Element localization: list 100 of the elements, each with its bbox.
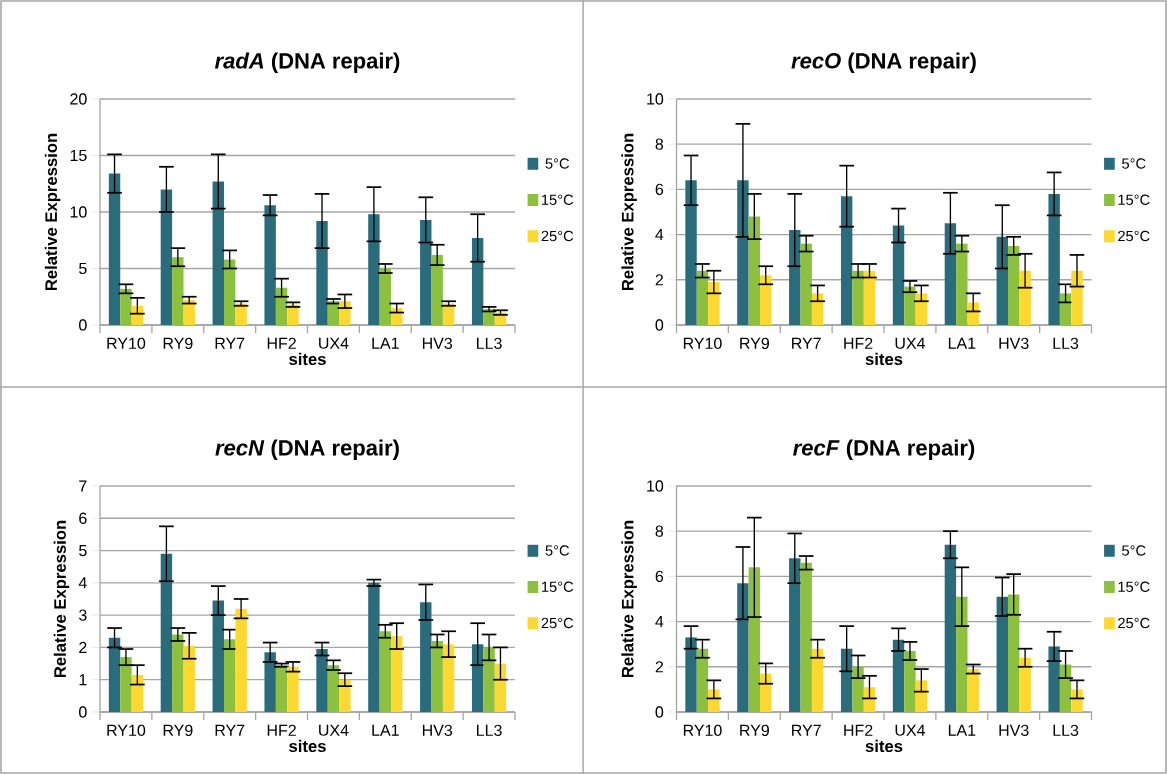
x-tick-label: RY10 bbox=[683, 337, 722, 350]
x-tick-label: RY9 bbox=[740, 337, 769, 350]
bar bbox=[223, 259, 236, 325]
bar bbox=[685, 637, 697, 712]
x-tick-label: LL3 bbox=[1053, 724, 1079, 737]
bar bbox=[892, 639, 905, 712]
bar bbox=[904, 650, 916, 712]
x-tick-label: LL3 bbox=[477, 724, 502, 737]
x-tick-label: LL3 bbox=[1053, 337, 1079, 350]
bar bbox=[1048, 646, 1060, 712]
legend-label: 15°C bbox=[1118, 194, 1150, 205]
bar bbox=[275, 665, 288, 712]
bar bbox=[840, 196, 853, 325]
x-tick-label: LA1 bbox=[372, 337, 399, 349]
y-tick-label: 0 bbox=[655, 319, 664, 331]
y-tick-label: 4 bbox=[78, 577, 87, 589]
y-tick-label: 2 bbox=[655, 274, 663, 286]
x-tick-label: RY7 bbox=[215, 724, 245, 736]
bar bbox=[160, 553, 173, 712]
y-axis-title: Relative Expression bbox=[621, 133, 637, 291]
legend-label: 5°C bbox=[1122, 545, 1146, 556]
y-tick-label: 6 bbox=[655, 183, 664, 196]
y-tick-label: 0 bbox=[79, 319, 87, 331]
chart-title: recF (DNA repair) bbox=[793, 439, 975, 460]
chart-title: recN (DNA repair) bbox=[215, 439, 399, 460]
legend-label: 25°C bbox=[541, 230, 574, 242]
bar bbox=[696, 648, 709, 712]
bar bbox=[223, 639, 236, 712]
y-tick-label: 7 bbox=[79, 480, 87, 492]
bar bbox=[1019, 270, 1031, 325]
legend-label: 25°C bbox=[541, 617, 574, 629]
chart-title: recO (DNA repair) bbox=[791, 52, 976, 73]
x-tick-label: RY10 bbox=[107, 724, 146, 737]
y-tick-label: 1 bbox=[79, 674, 87, 686]
x-tick-label: HF2 bbox=[267, 337, 296, 349]
x-tick-label: RY10 bbox=[107, 337, 146, 350]
bar bbox=[120, 288, 132, 325]
bar bbox=[1007, 594, 1020, 712]
bar bbox=[471, 644, 484, 712]
bar bbox=[1019, 657, 1031, 712]
x-tick-label: HV3 bbox=[422, 724, 453, 737]
bar bbox=[172, 257, 184, 325]
y-tick-label: 10 bbox=[70, 206, 87, 218]
bar bbox=[327, 665, 340, 712]
bar bbox=[852, 270, 864, 325]
x-tick-label: RY7 bbox=[215, 337, 245, 349]
bar bbox=[892, 225, 905, 325]
bar bbox=[183, 300, 195, 325]
y-tick-label: 10 bbox=[647, 93, 664, 105]
x-axis-title: sites bbox=[865, 739, 903, 753]
bar bbox=[996, 236, 1008, 325]
x-tick-label: RY9 bbox=[740, 724, 769, 737]
x-tick-label: RY7 bbox=[792, 337, 821, 349]
bar bbox=[391, 636, 403, 712]
x-tick-label: HF2 bbox=[267, 724, 296, 736]
bar bbox=[811, 648, 824, 712]
x-tick-label: LA1 bbox=[948, 724, 976, 736]
bar bbox=[131, 674, 144, 712]
bar bbox=[1059, 293, 1072, 325]
bar bbox=[339, 679, 351, 712]
y-axis-title: Relative Expression bbox=[621, 520, 637, 678]
bar bbox=[1007, 245, 1020, 325]
bar bbox=[420, 602, 432, 712]
bar bbox=[685, 180, 697, 325]
bar bbox=[471, 237, 484, 325]
x-tick-label: RY9 bbox=[163, 724, 193, 737]
bar bbox=[172, 634, 184, 712]
bar bbox=[327, 301, 340, 325]
bar bbox=[1071, 270, 1083, 325]
bar bbox=[737, 180, 749, 325]
bar bbox=[956, 596, 968, 712]
bar bbox=[863, 270, 876, 325]
x-tick-label: RY9 bbox=[163, 337, 193, 350]
bar bbox=[275, 287, 288, 325]
bar bbox=[264, 205, 276, 325]
bar bbox=[316, 649, 328, 712]
legend-label: 25°C bbox=[1118, 617, 1150, 629]
bar bbox=[264, 652, 276, 712]
bar bbox=[789, 230, 801, 325]
x-tick-label: LA1 bbox=[948, 337, 976, 349]
y-tick-label: 0 bbox=[79, 706, 87, 718]
y-tick-label: 0 bbox=[655, 706, 664, 718]
bar bbox=[956, 243, 968, 325]
y-tick-label: 4 bbox=[655, 616, 664, 628]
bar bbox=[431, 640, 443, 712]
legend-label: 25°C bbox=[1118, 230, 1150, 242]
bar bbox=[748, 216, 761, 325]
y-tick-label: 8 bbox=[655, 138, 664, 150]
bar bbox=[442, 644, 455, 712]
y-tick-label: 8 bbox=[655, 525, 664, 537]
y-axis-title: Relative Expression bbox=[53, 520, 70, 678]
legend-label: 15°C bbox=[542, 581, 574, 592]
bar bbox=[120, 657, 132, 712]
bar bbox=[235, 608, 247, 712]
bar bbox=[368, 582, 380, 712]
x-tick-label: LA1 bbox=[372, 724, 399, 736]
bar bbox=[483, 647, 495, 712]
bar bbox=[108, 637, 121, 712]
bar bbox=[316, 221, 328, 325]
bar bbox=[789, 558, 801, 712]
